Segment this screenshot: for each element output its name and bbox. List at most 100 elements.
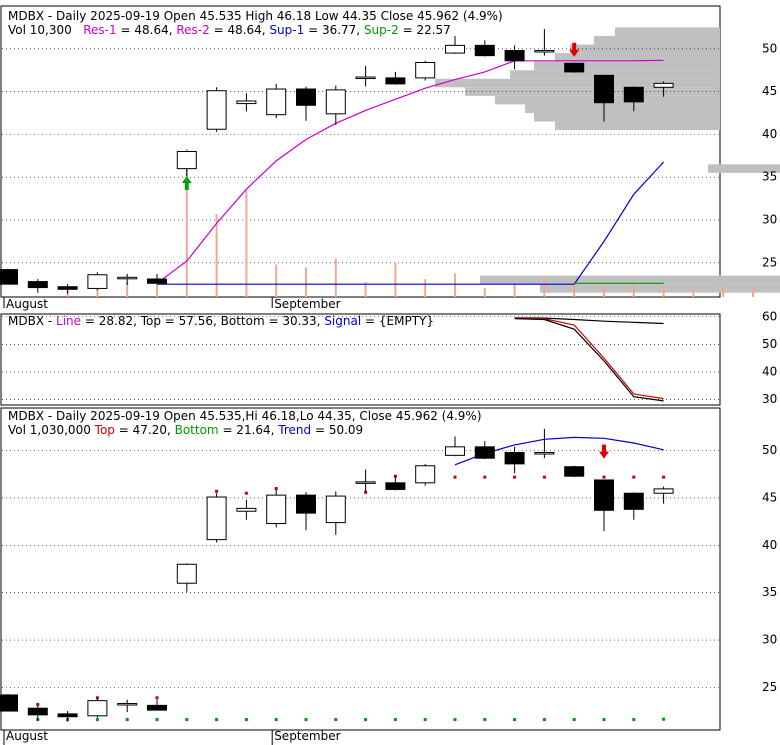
y-tick-label: 35 [762,170,777,184]
candle-body [296,494,316,514]
volume-bar [752,285,754,297]
indicator-y-axis: 30 40 50 60 [762,309,777,406]
volume-profile-bar [570,44,720,54]
trend-y-axis: 25 30 35 40 45 50 [762,443,777,694]
volume-profile-bar [615,27,720,36]
top-dot [244,491,248,495]
sup2-label: Sup-2 [364,23,399,37]
candle-body [206,90,227,130]
volume-bar [215,214,218,297]
indicator-prefix: MDBX - [8,314,56,328]
volume-profile-bar [525,104,720,113]
support-resistance-lines [156,59,665,285]
candle-body [385,482,406,490]
indicator-line-label: Line [56,314,81,328]
trend-panel: 25 30 35 40 45 50 August September MDBX - Dail… [0,407,777,745]
candle-body [296,88,316,106]
volume-bar [603,285,605,297]
indicator-signal-value: = {EMPTY} [365,314,434,328]
candle-body [534,452,555,455]
x-tick-label: August [6,729,48,743]
volume-bar [483,288,486,297]
buy-arrow [181,176,192,191]
top-dot [215,489,219,493]
price-legend-space [76,23,80,37]
sell-arrow [599,444,609,459]
candle-body [87,274,108,289]
bottom-dot [244,718,248,722]
bottom-dot [185,718,189,722]
price-vol-text: Vol 10,300 [8,23,72,37]
indicator-legend: MDBX - Line = 28.82, Top = 57.56, Bottom… [8,314,434,328]
candle-body [0,694,18,712]
res2-value: = 48.64, [214,23,270,37]
y-tick-label: 25 [762,255,777,269]
trend-legend-line1: MDBX - Daily 2025-09-19 Open 45.535,Hi 4… [8,409,482,423]
candle-body [117,702,138,706]
bottom-dot [632,718,636,722]
volume-bar [424,279,427,297]
candle-body [594,479,614,511]
volume-bar [156,279,158,297]
volume-bar [454,273,456,297]
trend-signal-arrows [599,444,609,459]
trend-legend-line2: Vol 1,030,000 Top = 47.20, Bottom = 21.6… [8,423,363,437]
y-tick-label: 30 [762,392,777,406]
top-dot [662,475,666,479]
y-tick-label: 50 [762,41,777,55]
trend-vol-text: Vol 1,030,000 [8,423,95,437]
candle-body [474,446,495,459]
volume-bar [185,149,188,297]
sell-arrow [569,42,580,57]
price-y-axis: 25 30 35 40 45 50 [762,41,777,269]
volume-bar [394,262,397,297]
candle-body [325,495,346,524]
volume-bar [573,280,576,297]
bottom-dot [125,718,129,722]
bottom-dot [572,718,576,722]
candle-body [415,465,436,484]
volume-profile [435,27,780,293]
indicator-lines [514,317,664,402]
indicator-bottom-line [514,318,664,402]
top-label: Top [94,423,115,437]
candle-body [147,704,167,711]
candle-body [504,50,525,62]
candle-body [117,276,138,280]
bottom-dot [304,718,308,722]
top-dot [513,475,517,479]
res1-label: Res-1 [83,23,116,37]
bottom-dot [274,718,278,722]
volume-bar [513,282,516,297]
bottom-dot [334,718,338,722]
y-tick-label: 35 [762,585,777,599]
top-dot [483,475,487,479]
candle-body [623,86,644,103]
volume-profile-bar [555,121,720,131]
candle-body [27,281,48,289]
candle-body [57,286,78,290]
bottom-label: Bottom [175,423,219,437]
bottom-dot [423,718,427,722]
volume-profile-bar [510,70,720,79]
candle-body [236,100,257,105]
top-dot [632,475,636,479]
top-dot [155,696,159,700]
candle-body [474,44,495,57]
candle-body [415,61,436,79]
y-tick-label: 40 [762,127,777,141]
price-candles [0,29,674,294]
bottom-dot [393,718,397,722]
sup1-label: Sup-1 [269,23,304,37]
y-tick-label: 30 [762,212,777,226]
bottom-value: = 21.64, [222,423,278,437]
y-tick-label: 25 [762,680,777,694]
top-dot [602,475,606,479]
candle-body [236,507,257,512]
top-dot [274,487,278,490]
y-tick-label: 50 [762,443,777,457]
indicator-gridlines [2,316,719,400]
candle-body [176,151,197,170]
volume-bars [66,149,754,297]
y-tick-label: 50 [762,337,777,351]
